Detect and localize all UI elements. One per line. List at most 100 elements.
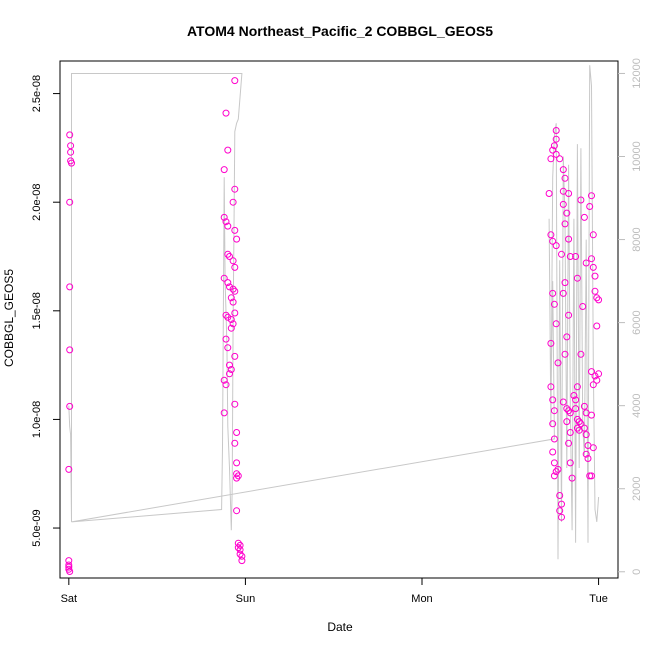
data-point [591, 372, 599, 380]
data-point [233, 470, 241, 478]
data-point [234, 539, 242, 547]
x-tick-label: Tue [589, 593, 608, 605]
data-point [559, 200, 567, 208]
data-point [561, 350, 569, 358]
data-point [559, 398, 567, 406]
data-point [554, 465, 562, 473]
data-point [227, 294, 235, 302]
data-point [227, 324, 235, 332]
data-point [550, 459, 558, 467]
data-point [227, 366, 235, 373]
data-point [565, 235, 573, 243]
y-left-tick-label: 2.0e-08 [31, 184, 43, 221]
data-point [231, 287, 239, 295]
data-point [552, 320, 560, 328]
data-point [233, 459, 241, 467]
data-point [552, 127, 560, 134]
data-point [566, 253, 574, 260]
data-point [229, 320, 237, 328]
data-point [565, 439, 573, 447]
data-point [563, 209, 571, 217]
data-point [224, 222, 232, 230]
y-right-tick-label: 4000 [631, 393, 643, 417]
data-point [65, 563, 73, 571]
data-point [226, 283, 233, 291]
data-point [549, 237, 557, 245]
data-point [66, 402, 74, 410]
data-point [220, 213, 228, 221]
data-point [224, 279, 232, 287]
data-point [550, 142, 558, 150]
x-axis-label: Date [327, 620, 353, 634]
data-point [589, 381, 597, 389]
data-point [224, 146, 232, 154]
x-tick-label: Sun [236, 593, 256, 605]
data-point [234, 472, 242, 480]
data-point [222, 109, 230, 117]
data-point [572, 253, 580, 260]
y-right-tick-label: 8000 [631, 227, 643, 251]
data-point [573, 383, 581, 391]
data-point [547, 339, 555, 347]
data-point [231, 439, 239, 447]
data-point [552, 135, 560, 143]
data-point [236, 541, 244, 549]
data-point [231, 226, 239, 234]
data-point [566, 459, 574, 467]
chart-title: ATOM4 Northeast_Pacific_2 COBBGL_GEOS5 [187, 23, 493, 39]
data-point [224, 344, 232, 352]
data-point [559, 166, 567, 174]
data-point [565, 311, 573, 319]
data-point [552, 242, 560, 250]
data-point [563, 418, 571, 426]
data-point [238, 557, 246, 565]
data-point [227, 316, 235, 323]
data-point [556, 492, 564, 499]
data-point [593, 322, 601, 330]
data-point [588, 255, 595, 263]
data-point [549, 396, 557, 404]
data-point [589, 263, 597, 271]
data-point [588, 368, 595, 376]
data-point [233, 507, 241, 515]
data-point [561, 220, 569, 228]
data-point [231, 77, 239, 85]
data-point [558, 513, 565, 521]
x-tick-label: Mon [411, 593, 432, 605]
data-point [554, 359, 562, 367]
data-point [231, 309, 239, 317]
data-point [220, 376, 228, 384]
data-point [565, 407, 573, 415]
y-left-tick-label: 2.5e-08 [31, 75, 43, 112]
data-point [552, 150, 560, 158]
data-point [566, 429, 574, 436]
data-point [572, 405, 580, 413]
data-point [565, 190, 573, 197]
data-point [222, 381, 230, 389]
data-point [556, 155, 564, 163]
data-point [234, 544, 242, 552]
data-point [588, 192, 595, 200]
plot-layer: Sat Sun Mon Tue 5.0e-09 1.0e-08 1.5e-08 2.0e-08… [31, 58, 643, 605]
data-point [231, 400, 239, 408]
data-point [229, 285, 237, 293]
y-right-tick-label: 2000 [631, 476, 643, 500]
data-point [547, 155, 555, 163]
data-point [558, 500, 565, 508]
x-tick-label: Sat [61, 593, 78, 605]
data-point [220, 166, 228, 174]
data-point [226, 253, 233, 260]
data-point [550, 435, 558, 443]
data-point [226, 370, 233, 378]
data-point [229, 298, 237, 306]
y-right-tick-label: 12000 [631, 58, 643, 89]
data-point [547, 383, 555, 391]
data-point [558, 250, 565, 258]
y-left-tick-label: 1.5e-08 [31, 292, 43, 329]
data-point [577, 420, 585, 428]
data-point [589, 231, 597, 239]
data-point [577, 196, 585, 204]
data-point [236, 550, 244, 558]
data-point [588, 411, 595, 419]
data-point [238, 552, 246, 560]
